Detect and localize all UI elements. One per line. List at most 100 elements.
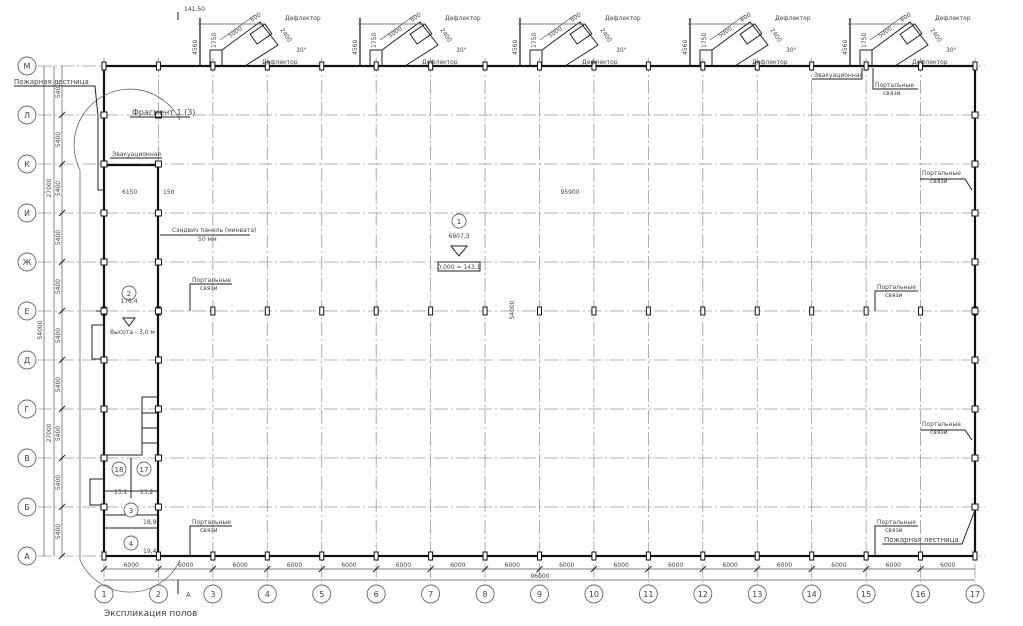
dimension-tick — [58, 307, 66, 315]
row-axis-bubble — [17, 399, 37, 419]
room-18-number: 18 — [115, 466, 124, 474]
half-width-label: 27000 — [46, 423, 53, 442]
column — [154, 307, 162, 315]
portal-bracing-label: Портальные — [875, 82, 914, 89]
column-axis-bubble — [911, 584, 931, 604]
dimension-tick — [917, 565, 924, 573]
leader-line — [920, 429, 973, 441]
canopy-height-label: 1750 — [701, 33, 708, 48]
column-axis-bubble — [94, 584, 114, 604]
canopy-height-label: 1750 — [861, 33, 868, 48]
column-axis-label: 17 — [970, 590, 980, 599]
row-axis-label: М — [24, 62, 31, 71]
column — [971, 209, 979, 217]
dimension-tick — [862, 565, 870, 573]
columns — [100, 61, 979, 561]
row-axis-label: И — [24, 209, 30, 218]
dimension-tick — [808, 565, 816, 573]
leader-line — [874, 525, 918, 556]
column-axis-bubble — [802, 584, 822, 604]
column — [210, 306, 216, 316]
row-axis-bubble — [17, 546, 37, 566]
canopy-length-label: 5000 — [877, 25, 894, 40]
leader-line — [874, 290, 918, 311]
dimension-tick — [58, 356, 66, 364]
column-axis-bubble — [148, 584, 168, 604]
dimension-label: 6000 — [668, 562, 683, 569]
row-axis-label: К — [24, 160, 30, 169]
column-axis-label: 10 — [589, 590, 599, 599]
deflector-label: Дефлектор — [262, 59, 298, 66]
column — [918, 551, 924, 561]
section-mark-label: А — [186, 591, 191, 599]
canopy-angle-label: 30° — [616, 47, 627, 54]
half-width-label: 27000 — [46, 178, 53, 197]
room-17-area: 13,2 — [140, 489, 154, 496]
row-axis-bubble — [17, 203, 37, 223]
floor-schedule-label: Экспликация полов — [104, 609, 197, 619]
inner-width-label: 54000 — [509, 300, 516, 319]
column — [100, 307, 108, 315]
dimension-tick — [263, 565, 271, 573]
dimension-tick — [58, 552, 66, 560]
level-box — [437, 261, 481, 272]
leader-line — [189, 525, 232, 556]
leader-line — [189, 283, 232, 311]
canopy-height-label: 4560 — [352, 40, 359, 55]
canopy-angle-label: 30° — [786, 47, 797, 54]
column — [809, 551, 815, 561]
column-axis-bubble — [203, 584, 223, 604]
portal-bracing-label: Портальные — [922, 170, 961, 177]
canopy-angle-label: 30° — [456, 47, 467, 54]
dimension-tick — [536, 565, 543, 573]
deflector-label: Дефлектор — [752, 59, 788, 66]
canopy-depth-label: 2400 — [928, 27, 943, 44]
deflector-label: Дефлектор — [422, 59, 458, 66]
column — [972, 61, 978, 71]
portal-bracing-label: связи — [885, 527, 903, 534]
row-axis-bubble — [17, 154, 37, 174]
column — [754, 306, 760, 316]
dimension-label: 5400 — [55, 181, 62, 196]
partition — [104, 397, 143, 456]
canopy-length-label: 5000 — [547, 25, 564, 40]
top-level-mark: 141,50 — [184, 6, 205, 13]
column — [100, 258, 108, 266]
column-axis-label: 8 — [483, 590, 488, 599]
fragment-outline — [73, 88, 181, 593]
portal-bracing-label: Портальные — [922, 421, 961, 428]
column-axis-bubble — [257, 584, 277, 604]
dimension-label: 5400 — [55, 83, 62, 98]
sandwich-panel-label: Сэндвич панель (минвата) — [172, 227, 256, 234]
room-18-number-bubble — [111, 461, 127, 477]
leader-line — [882, 509, 976, 545]
deflector-label: Дефлектор — [605, 15, 641, 22]
dimension-label: 6000 — [831, 562, 846, 569]
canopy-depth-label: 2400 — [278, 27, 293, 44]
column — [971, 356, 979, 364]
column — [264, 306, 270, 316]
row-axis-label: Е — [24, 307, 29, 316]
deflector-label: Дефлектор — [445, 15, 481, 22]
column-axis-label: 13 — [752, 590, 762, 599]
leader-line — [14, 85, 99, 117]
dimension-label: 6000 — [505, 562, 520, 569]
dimension-label: 5400 — [55, 328, 62, 343]
overall-length-label: 96000 — [530, 573, 549, 580]
column — [700, 551, 706, 561]
canopy-length-label: 5000 — [387, 25, 404, 40]
room-1-level: 0,000 = 143,1 — [437, 264, 480, 271]
column — [918, 306, 924, 316]
dimension-label: 5400 — [55, 230, 62, 245]
canopy-height-label: 4560 — [512, 40, 519, 55]
column — [700, 306, 706, 316]
dimension-label: 5400 — [55, 426, 62, 441]
column-axis-bubble — [366, 584, 386, 604]
stair-left — [91, 324, 105, 360]
sandwich-panel-label: 50 мм — [198, 236, 217, 243]
column — [754, 61, 760, 71]
column — [154, 454, 162, 462]
